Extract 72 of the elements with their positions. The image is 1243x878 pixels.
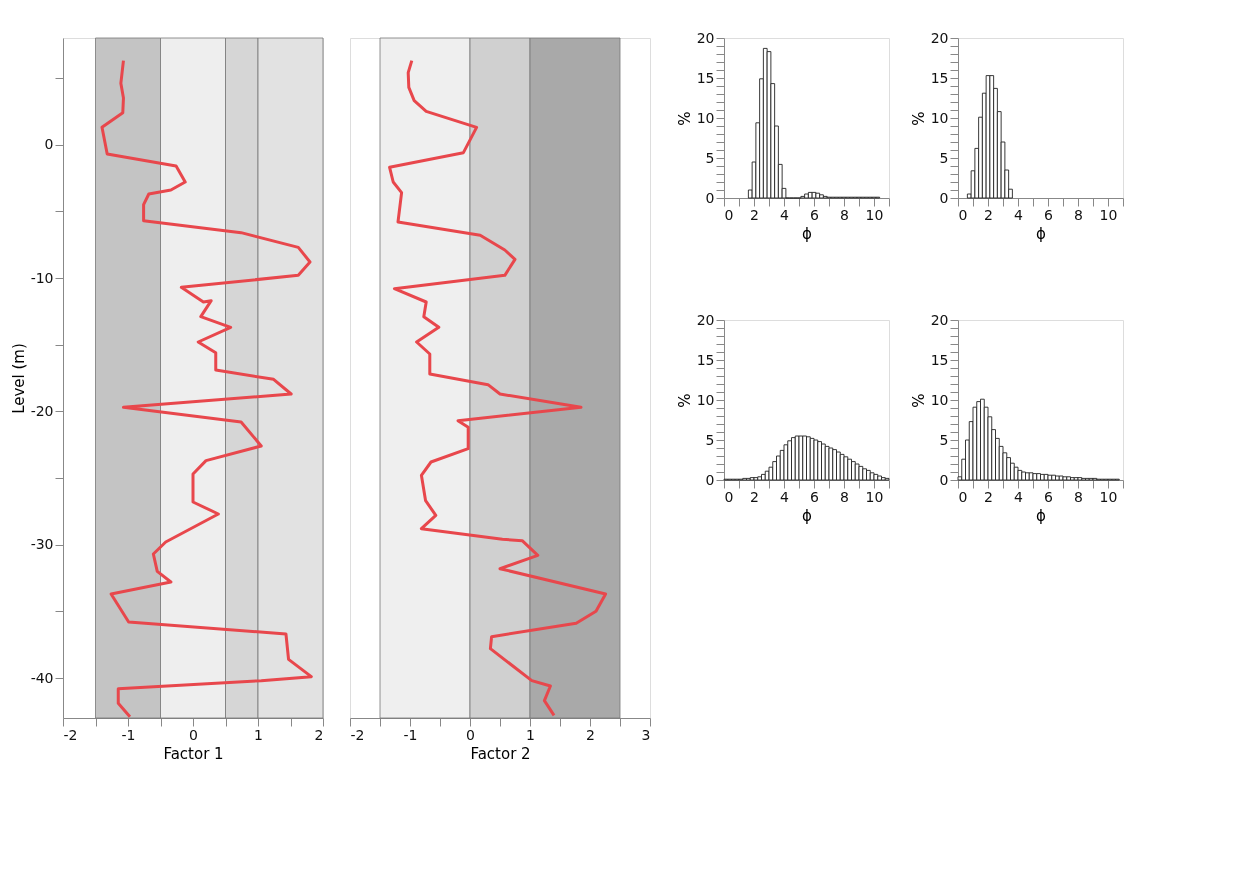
y-tick-label: 0 <box>939 189 949 206</box>
x-tick-label: 2 <box>750 206 759 223</box>
x-tick-label: 6 <box>810 206 820 223</box>
x-tick-label: 2 <box>984 206 993 223</box>
x-tick-label: 8 <box>840 206 849 223</box>
y-tick-label: 10 <box>930 391 949 408</box>
y-tick-label: 15 <box>930 351 949 368</box>
y-axis-title: % <box>675 111 694 126</box>
x-axis-title: Factor 2 <box>470 744 531 763</box>
x-tick-label: 0 <box>189 726 198 743</box>
y-tick-label: 15 <box>696 351 715 368</box>
y-tick-label: 5 <box>705 149 715 166</box>
y-tick-label: -40 <box>30 669 54 686</box>
y-axis-title: Level (m) <box>9 343 28 414</box>
x-axis-title: ϕ <box>1036 506 1047 525</box>
x-tick-label: 2 <box>586 726 595 743</box>
y-tick-label: 0 <box>705 189 715 206</box>
x-tick-label: 8 <box>840 488 849 505</box>
x-tick-label: 1 <box>254 726 263 743</box>
x-axis-title: Factor 1 <box>163 744 224 763</box>
x-tick-label: 8 <box>1074 206 1083 223</box>
y-tick-label: 20 <box>696 311 715 328</box>
y-tick-label: 20 <box>930 311 949 328</box>
y-tick-label: 20 <box>696 29 715 46</box>
y-tick-label: -20 <box>30 402 54 419</box>
x-tick-label: 10 <box>865 206 884 223</box>
x-tick-label: 0 <box>958 488 968 505</box>
x-tick-label: 2 <box>984 488 993 505</box>
x-axis-title: ϕ <box>1036 224 1047 243</box>
y-tick-label: 15 <box>696 69 715 86</box>
x-tick-label: -1 <box>403 726 418 743</box>
x-tick-label: 10 <box>1099 488 1118 505</box>
x-tick-label: 0 <box>724 206 734 223</box>
x-tick-label: 8 <box>1074 488 1083 505</box>
x-tick-label: -1 <box>121 726 136 743</box>
x-tick-label: 0 <box>958 206 968 223</box>
x-tick-label: 2 <box>750 488 759 505</box>
y-tick-label: 0 <box>939 471 949 488</box>
y-tick-label: 10 <box>696 109 715 126</box>
y-tick-label: 10 <box>930 109 949 126</box>
y-tick-label: -10 <box>30 269 54 286</box>
x-tick-label: -2 <box>63 726 78 743</box>
x-tick-label: 2 <box>314 726 324 743</box>
line-series <box>100 59 313 719</box>
x-tick-label: 0 <box>466 726 475 743</box>
y-axis-title: % <box>675 393 694 408</box>
x-axis-title: ϕ <box>802 506 813 525</box>
x-tick-label: 6 <box>1044 206 1054 223</box>
x-tick-label: 4 <box>780 488 790 505</box>
x-tick-label: 6 <box>1044 488 1054 505</box>
y-axis-title: % <box>909 111 928 126</box>
x-tick-label: 1 <box>526 726 535 743</box>
y-tick-label: 0 <box>44 136 54 153</box>
x-tick-label: 4 <box>780 206 790 223</box>
x-tick-label: 4 <box>1014 206 1024 223</box>
y-tick-label: 0 <box>705 471 715 488</box>
x-tick-label: 10 <box>865 488 884 505</box>
y-tick-label: 10 <box>696 391 715 408</box>
x-tick-label: 6 <box>810 488 820 505</box>
x-tick-label: -2 <box>350 726 365 743</box>
y-tick-label: -30 <box>30 536 54 553</box>
y-axis-title: % <box>909 393 928 408</box>
x-axis-title: ϕ <box>802 224 813 243</box>
x-tick-label: 10 <box>1099 206 1118 223</box>
x-tick-label: 0 <box>724 488 734 505</box>
y-tick-label: 20 <box>930 29 949 46</box>
y-tick-label: 5 <box>939 431 949 448</box>
y-tick-label: 5 <box>939 149 949 166</box>
y-tick-label: 15 <box>930 69 949 86</box>
x-tick-label: 3 <box>641 726 651 743</box>
x-tick-label: 4 <box>1014 488 1024 505</box>
y-tick-label: 5 <box>705 431 715 448</box>
